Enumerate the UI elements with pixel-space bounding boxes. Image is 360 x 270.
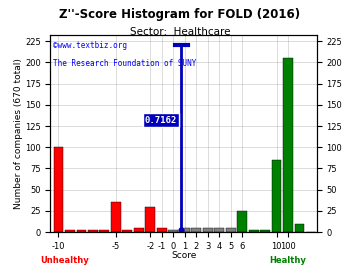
Bar	[180, 228, 190, 232]
Bar	[192, 228, 201, 232]
Bar	[283, 58, 293, 232]
Text: Unhealthy: Unhealthy	[40, 256, 89, 265]
Bar	[111, 202, 121, 232]
Bar	[168, 230, 178, 232]
Bar	[54, 147, 63, 232]
Bar	[203, 228, 213, 232]
Bar	[237, 211, 247, 232]
Text: Healthy: Healthy	[270, 256, 306, 265]
Text: ©www.textbiz.org: ©www.textbiz.org	[53, 41, 127, 50]
Bar	[226, 228, 235, 232]
Bar	[134, 228, 144, 232]
Bar	[65, 230, 75, 232]
Bar	[88, 230, 98, 232]
X-axis label: Score: Score	[171, 251, 196, 260]
Bar	[77, 230, 86, 232]
Text: The Research Foundation of SUNY: The Research Foundation of SUNY	[53, 59, 197, 68]
Y-axis label: Number of companies (670 total): Number of companies (670 total)	[14, 58, 23, 209]
Bar	[260, 230, 270, 232]
Bar	[145, 207, 155, 232]
Bar	[272, 160, 282, 232]
Bar	[295, 224, 305, 232]
Text: Sector:  Healthcare: Sector: Healthcare	[130, 27, 230, 37]
Bar	[249, 230, 258, 232]
Bar	[157, 228, 167, 232]
Bar	[99, 230, 109, 232]
Bar	[214, 228, 224, 232]
Text: 0.7162: 0.7162	[145, 116, 177, 124]
Bar	[122, 230, 132, 232]
Text: Z''-Score Histogram for FOLD (2016): Z''-Score Histogram for FOLD (2016)	[59, 8, 301, 21]
